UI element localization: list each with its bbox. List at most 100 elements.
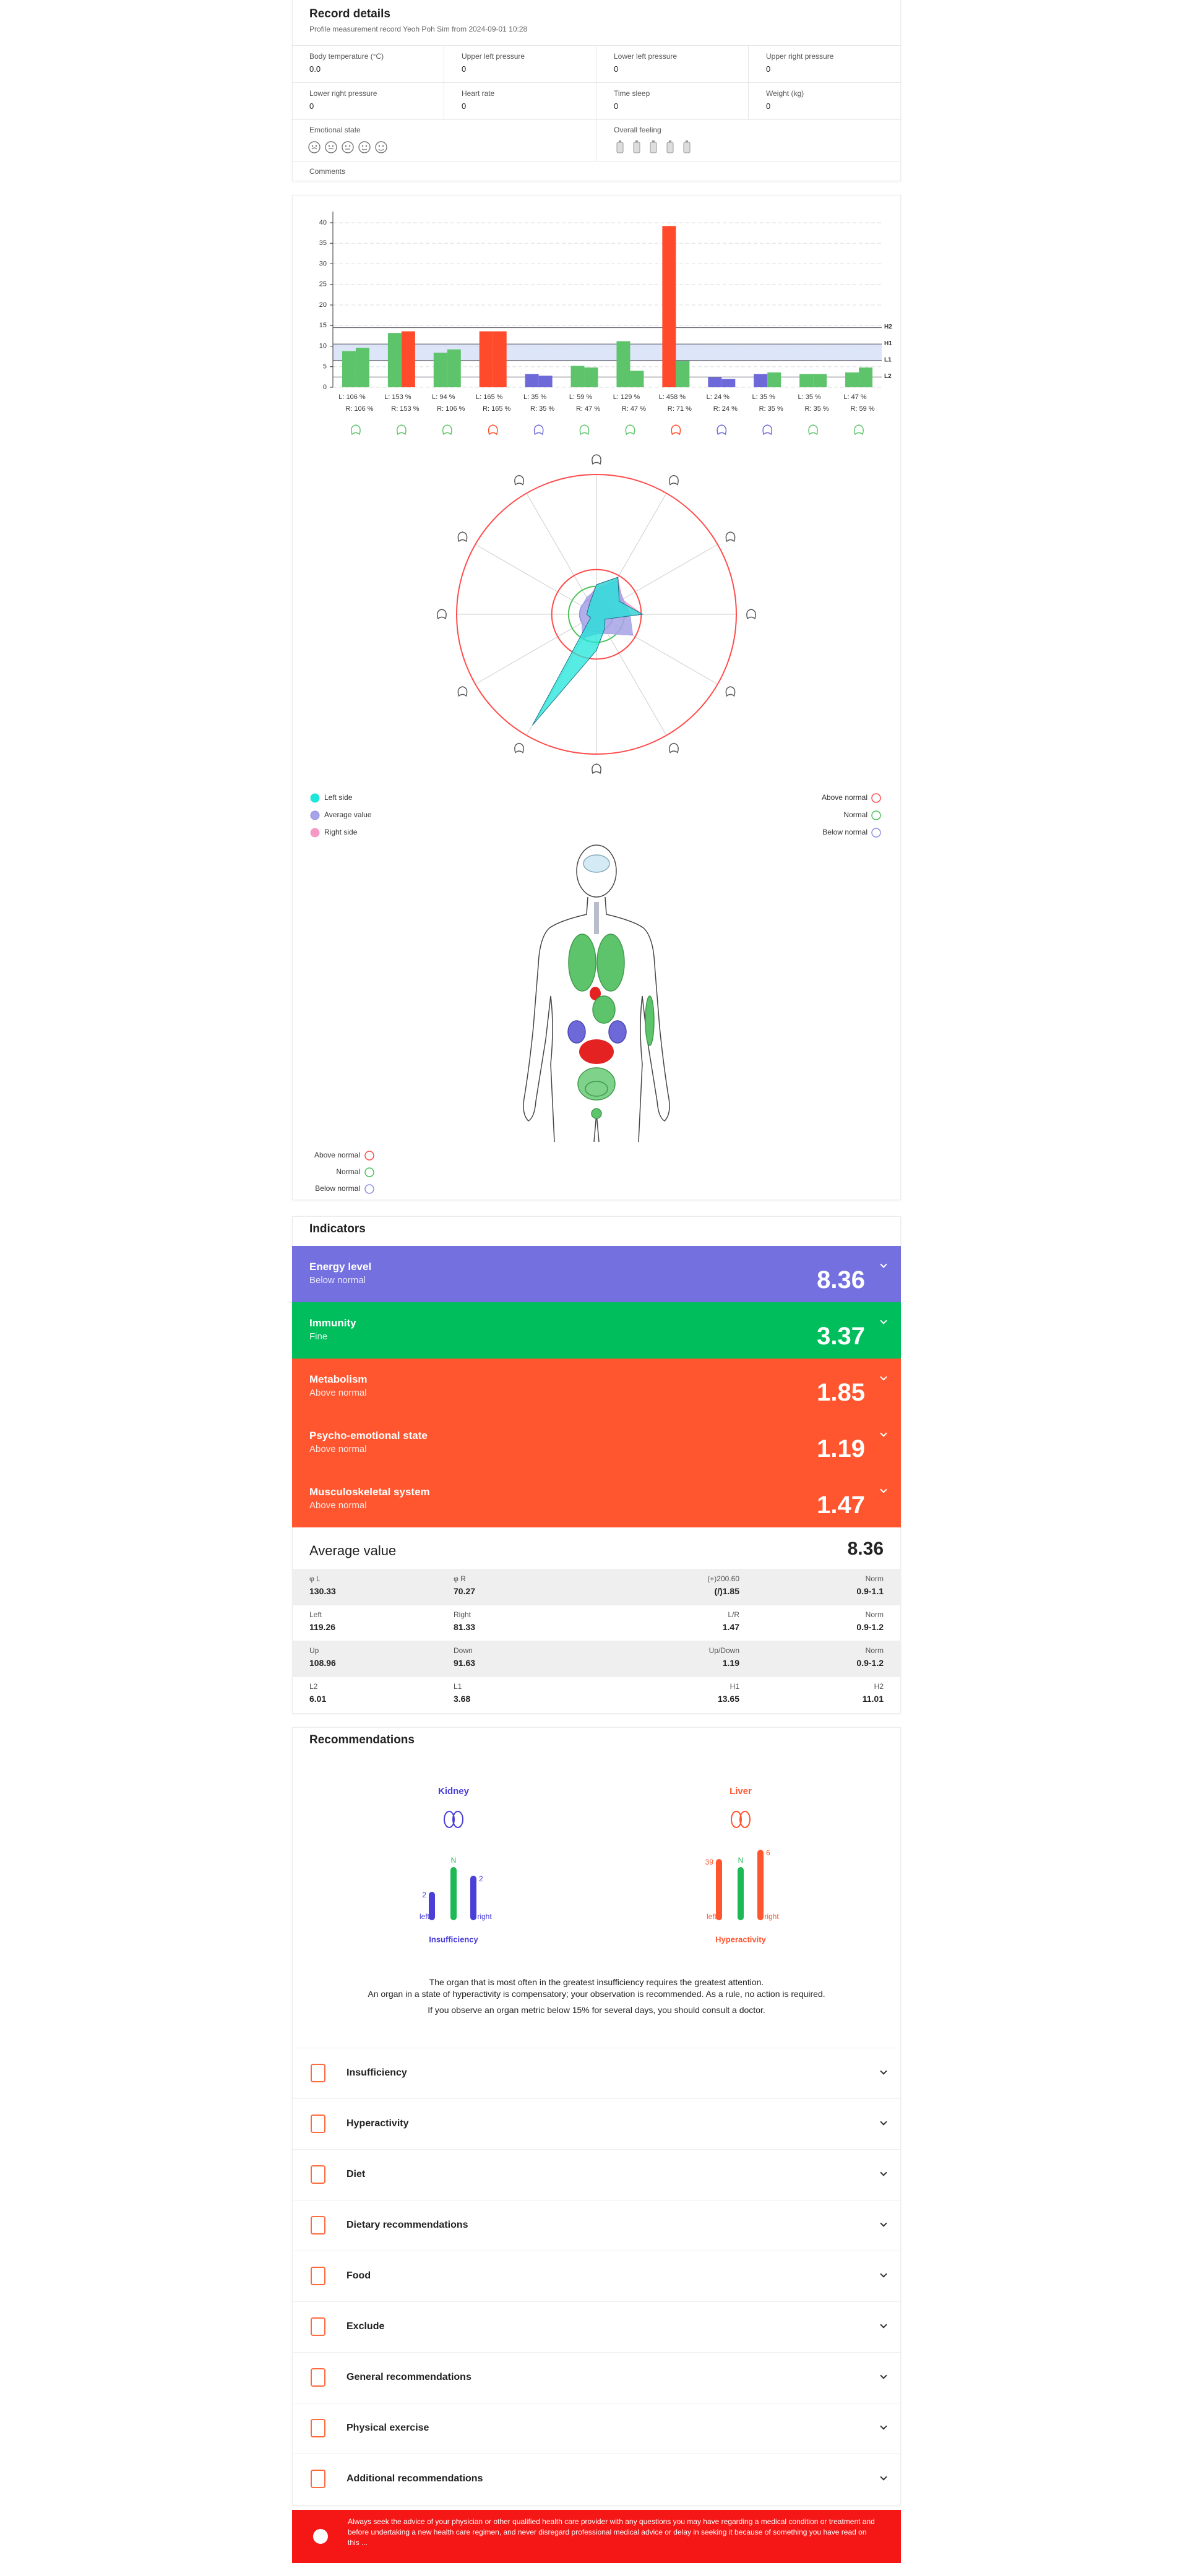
- accordion-icon: [311, 2317, 325, 2336]
- indicator-status: Above normal: [309, 1388, 367, 1398]
- record-subtitle: Profile measurement record Yeoh Poh Sim …: [309, 25, 528, 33]
- cell-label: L/R: [728, 1610, 739, 1619]
- field-cell: [444, 45, 596, 82]
- accordion-icon: [311, 2419, 325, 2437]
- accordion-row[interactable]: [292, 2200, 901, 2251]
- recommendations-card: [292, 1727, 901, 2505]
- indicator-value: 1.19: [817, 1435, 865, 1462]
- field-value: 0.0: [309, 64, 321, 74]
- accordion-label: Food: [346, 2270, 371, 2281]
- accordion-row[interactable]: [292, 2403, 901, 2454]
- cell-label: Right: [454, 1610, 471, 1619]
- field-cell: [292, 45, 444, 82]
- cell-value: 130.33: [309, 1586, 336, 1596]
- indicator-status: Above normal: [309, 1500, 367, 1511]
- accordion-icon: [311, 2216, 325, 2235]
- indicator-row[interactable]: [292, 1471, 901, 1527]
- field-label: Comments: [309, 167, 346, 176]
- cell-label: Norm: [865, 1646, 884, 1655]
- field-cell: [444, 82, 596, 119]
- section-title: Indicators: [309, 1222, 366, 1235]
- field-label: Lower right pressure: [309, 89, 377, 98]
- cell-value: 1.47: [722, 1622, 739, 1632]
- accordion-row[interactable]: [292, 2251, 901, 2301]
- chart-card: [292, 195, 901, 1200]
- indicator-value: 1.47: [817, 1492, 865, 1519]
- field-value: 0: [462, 101, 467, 111]
- note: The organ that is most often in the grea…: [429, 1977, 764, 1987]
- note: An organ in a state of hyperactivity is …: [368, 1989, 825, 1999]
- cell-label: Down: [454, 1646, 473, 1655]
- record-card: [292, 0, 901, 181]
- cell-label: H2: [874, 1682, 884, 1691]
- cell-value: 1.19: [722, 1658, 739, 1668]
- field-label: Upper right pressure: [766, 52, 834, 61]
- indicator-status: Fine: [309, 1331, 328, 1342]
- section-title: Recommendations: [309, 1733, 415, 1746]
- cell-value: 81.33: [454, 1622, 476, 1632]
- indicator-value: 8.36: [817, 1266, 865, 1294]
- indicator-name: Energy level: [309, 1261, 372, 1273]
- field-cell: [749, 45, 901, 82]
- field-cell: [292, 161, 901, 181]
- average-label: Average value: [309, 1543, 397, 1558]
- cell-value: 11.01: [862, 1694, 884, 1704]
- cell-value: 119.26: [309, 1622, 336, 1632]
- accordion-icon: [311, 2114, 325, 2133]
- cell-label: Up/Down: [708, 1646, 739, 1655]
- field-label: Heart rate: [462, 89, 495, 98]
- disclaimer-text: Always seek the advice of your physician…: [348, 2517, 875, 2547]
- accordion-icon: [311, 2470, 325, 2488]
- cell-value: 91.63: [454, 1658, 476, 1668]
- field-label: Overall feeling: [614, 126, 661, 134]
- cell-value: 13.65: [717, 1694, 739, 1704]
- accordion-label: Diet: [346, 2169, 366, 2179]
- cell-label: (+)200.60: [707, 1574, 739, 1583]
- accordion-row[interactable]: [292, 2149, 901, 2200]
- field-label: Lower left pressure: [614, 52, 678, 61]
- cell-value: 70.27: [454, 1586, 476, 1596]
- cell-value: 0.9-1.1: [856, 1586, 884, 1596]
- accordion-row[interactable]: [292, 2454, 901, 2504]
- accordion-label: Physical exercise: [346, 2423, 429, 2433]
- accordion-icon: [311, 2064, 325, 2082]
- field-label: Emotional state: [309, 126, 361, 134]
- average-value: 8.36: [847, 1539, 884, 1559]
- accordion-row[interactable]: [292, 2352, 901, 2403]
- cell-label: φ R: [454, 1574, 466, 1583]
- field-cell: [596, 82, 749, 119]
- field-cell: [292, 82, 444, 119]
- cell-label: Up: [309, 1646, 319, 1655]
- field-label: Upper left pressure: [462, 52, 525, 61]
- field-cell: [596, 119, 901, 161]
- accordion-row[interactable]: [292, 2301, 901, 2352]
- field-label: Weight (kg): [766, 89, 804, 98]
- field-cell: [596, 45, 749, 82]
- table-row: [292, 1677, 901, 1712]
- accordion-label: General recommendations: [346, 2372, 471, 2382]
- accordion-row[interactable]: [292, 2098, 901, 2149]
- accordion-label: Exclude: [346, 2321, 385, 2332]
- field-value: 0: [614, 101, 619, 111]
- indicator-row[interactable]: [292, 1415, 901, 1471]
- indicator-name: Immunity: [309, 1317, 356, 1329]
- field-value: 0: [309, 101, 314, 111]
- indicator-value: 3.37: [817, 1323, 865, 1350]
- note: If you observe an organ metric below 15%…: [428, 2005, 765, 2015]
- indicator-name: Psycho-emotional state: [309, 1430, 428, 1441]
- field-value: 0: [614, 64, 619, 74]
- indicator-row[interactable]: [292, 1246, 901, 1302]
- cell-value: (/)1.85: [714, 1586, 739, 1596]
- accordion-icon: [311, 2267, 325, 2285]
- indicator-value: 1.85: [817, 1379, 865, 1406]
- accordion-label: Hyperactivity: [346, 2118, 409, 2129]
- accordion-icon: [311, 2165, 325, 2184]
- indicator-name: Musculoskeletal system: [309, 1486, 430, 1498]
- indicator-row[interactable]: [292, 1302, 901, 1359]
- field-label: Body temperature (°C): [309, 52, 384, 61]
- field-cell: [749, 82, 901, 119]
- accordion-row[interactable]: [292, 2048, 901, 2098]
- table-row: [292, 1605, 901, 1641]
- indicator-status: Below normal: [309, 1275, 366, 1286]
- indicator-row[interactable]: [292, 1359, 901, 1415]
